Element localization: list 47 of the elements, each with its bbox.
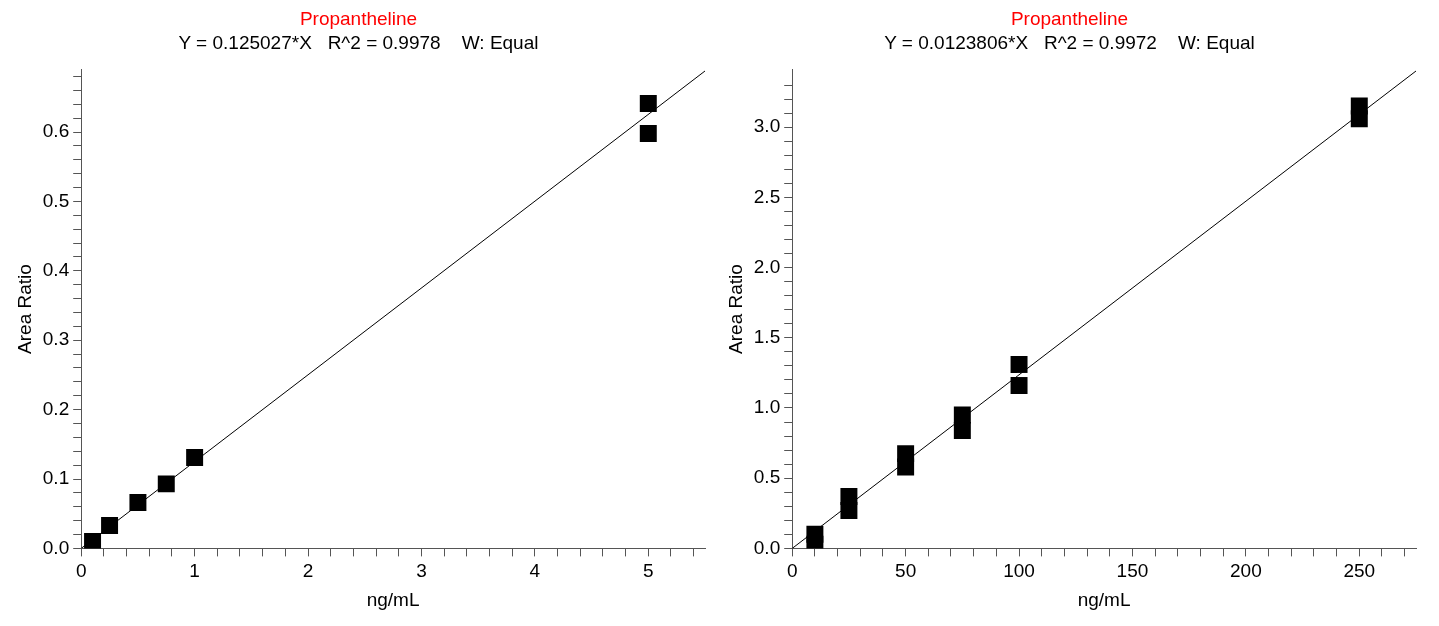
point [101, 517, 119, 534]
x-tick-label: 5 [643, 560, 654, 582]
y-tick-label: 2.0 [753, 255, 781, 277]
x-tick-label: 250 [1343, 560, 1376, 582]
point [639, 124, 657, 142]
y-tick-label: 0.1 [42, 467, 70, 489]
y-tick-label: 0.3 [42, 328, 70, 350]
x-tick-label: 3 [416, 560, 427, 582]
point [953, 421, 971, 439]
x-tick-label: 2 [302, 560, 314, 582]
point [1010, 377, 1028, 395]
x-tick-label: 0 [786, 560, 798, 582]
y-tick-label: 0.5 [753, 466, 781, 488]
x-tick-label: 200 [1230, 560, 1262, 582]
x-tick-label: 150 [1116, 560, 1149, 582]
y-tick-label: 0.0 [753, 536, 781, 558]
point [840, 502, 858, 519]
x-axis-title: ng/mL [366, 588, 420, 610]
y-axis-title: Area Ratio [13, 264, 35, 354]
point [1350, 110, 1368, 128]
chart-title: Propantheline [299, 7, 418, 29]
y-tick-label: 0.4 [42, 259, 70, 281]
chart-subtitle: Y = 0.0123806*X R^2 = 0.9972 W: Equal [884, 32, 1255, 54]
point [157, 475, 175, 493]
x-tick-label: 100 [1003, 560, 1035, 582]
x-tick-label: 50 [895, 560, 917, 582]
point [897, 458, 915, 476]
y-tick-label: 0.0 [42, 536, 70, 558]
point [84, 532, 102, 549]
chart-subtitle: Y = 0.125027*X R^2 = 0.9978 W: Equal [178, 32, 539, 54]
y-tick-label: 0.6 [42, 120, 70, 142]
y-tick-label: 2.5 [753, 185, 781, 207]
y-tick-label: 0.5 [42, 189, 70, 211]
x-axis-title: ng/mL [1077, 588, 1131, 610]
x-tick-label: 1 [189, 560, 200, 582]
x-tick-label: 0 [75, 560, 87, 582]
point [639, 95, 657, 113]
point [129, 494, 147, 512]
chart-title: Propantheline [1010, 7, 1129, 29]
y-tick-label: 0.2 [42, 397, 70, 419]
y-tick-label: 1.5 [753, 326, 781, 348]
y-tick-label: 1.0 [753, 396, 781, 418]
point [1010, 355, 1028, 373]
x-tick-label: 4 [529, 560, 541, 582]
y-tick-label: 3.0 [753, 115, 781, 137]
point [186, 449, 204, 466]
y-axis-title: Area Ratio [724, 264, 746, 354]
